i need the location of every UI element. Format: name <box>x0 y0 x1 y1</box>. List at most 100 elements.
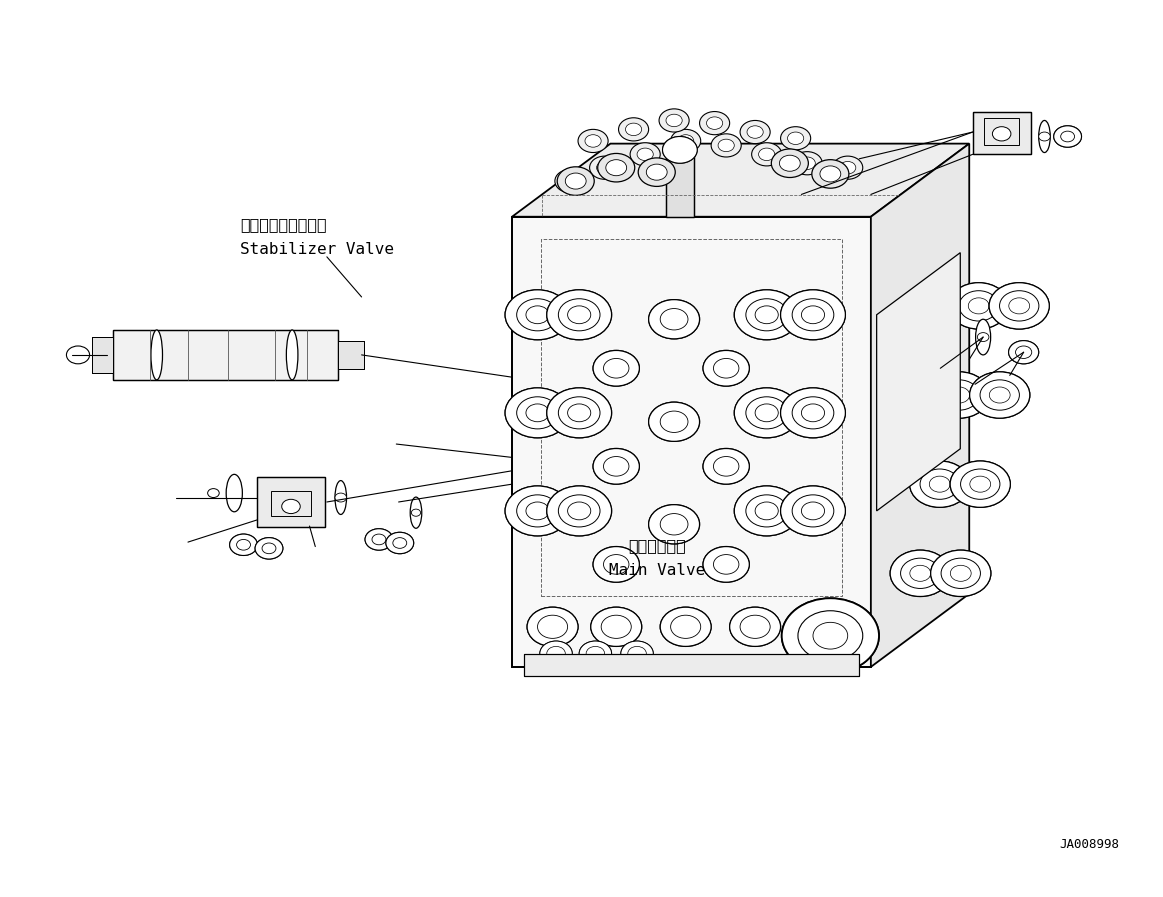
Circle shape <box>547 486 612 536</box>
Circle shape <box>568 404 591 422</box>
Circle shape <box>621 641 654 666</box>
Circle shape <box>516 396 558 429</box>
Circle shape <box>661 607 711 647</box>
Circle shape <box>1008 341 1039 364</box>
Circle shape <box>659 109 690 132</box>
Circle shape <box>1008 298 1029 314</box>
Circle shape <box>729 607 780 647</box>
Circle shape <box>1015 346 1032 359</box>
Circle shape <box>678 135 694 147</box>
Circle shape <box>929 372 990 418</box>
Circle shape <box>799 157 815 170</box>
Circle shape <box>229 534 257 555</box>
Circle shape <box>236 539 250 550</box>
Circle shape <box>930 550 991 597</box>
Circle shape <box>745 495 787 527</box>
Circle shape <box>661 411 688 432</box>
Circle shape <box>801 306 825 324</box>
Circle shape <box>604 554 629 574</box>
Circle shape <box>970 372 1029 418</box>
Circle shape <box>547 388 612 438</box>
Ellipse shape <box>286 330 298 379</box>
Circle shape <box>909 565 930 581</box>
Circle shape <box>593 546 640 582</box>
Circle shape <box>565 173 586 189</box>
Bar <box>666 150 694 217</box>
Circle shape <box>505 290 570 340</box>
Bar <box>972 111 1030 154</box>
Text: Stabilizer Valve: Stabilizer Valve <box>240 242 394 257</box>
Circle shape <box>801 502 825 520</box>
Circle shape <box>208 489 219 498</box>
Circle shape <box>734 388 799 438</box>
Circle shape <box>792 152 822 175</box>
Polygon shape <box>512 144 969 217</box>
Circle shape <box>558 396 600 429</box>
Circle shape <box>792 299 834 331</box>
Circle shape <box>713 359 739 378</box>
Circle shape <box>591 607 642 647</box>
Circle shape <box>745 396 787 429</box>
Circle shape <box>526 404 549 422</box>
Circle shape <box>890 550 950 597</box>
Circle shape <box>900 558 940 588</box>
Circle shape <box>585 135 601 147</box>
Circle shape <box>335 493 347 502</box>
Circle shape <box>262 543 276 553</box>
Circle shape <box>812 160 849 188</box>
Circle shape <box>568 306 591 324</box>
Ellipse shape <box>335 481 347 515</box>
Circle shape <box>637 148 654 161</box>
Circle shape <box>562 175 578 187</box>
Circle shape <box>547 290 612 340</box>
Circle shape <box>568 502 591 520</box>
Circle shape <box>412 509 421 517</box>
Circle shape <box>929 372 990 418</box>
Circle shape <box>950 461 1011 508</box>
Circle shape <box>527 607 578 647</box>
Circle shape <box>992 126 1011 141</box>
Circle shape <box>792 396 834 429</box>
Circle shape <box>782 598 879 673</box>
Circle shape <box>792 495 834 527</box>
Circle shape <box>890 550 950 597</box>
Circle shape <box>740 120 770 144</box>
Circle shape <box>526 502 549 520</box>
Circle shape <box>801 404 825 422</box>
Circle shape <box>505 486 570 536</box>
Circle shape <box>649 300 700 339</box>
Circle shape <box>661 607 711 647</box>
Circle shape <box>591 607 642 647</box>
Text: スタビライザバルブ: スタビライザバルブ <box>240 217 327 232</box>
Circle shape <box>780 126 811 150</box>
Circle shape <box>593 546 640 582</box>
Circle shape <box>813 623 848 649</box>
Bar <box>338 341 364 370</box>
Circle shape <box>547 388 612 438</box>
Bar <box>512 217 871 666</box>
Bar <box>92 337 113 373</box>
Circle shape <box>578 129 608 152</box>
Circle shape <box>666 114 683 126</box>
Ellipse shape <box>411 497 422 528</box>
Circle shape <box>649 300 700 339</box>
Bar <box>257 477 324 527</box>
Circle shape <box>970 372 1029 418</box>
Circle shape <box>949 387 970 403</box>
Circle shape <box>647 164 668 180</box>
Circle shape <box>1061 131 1075 142</box>
Circle shape <box>977 333 989 342</box>
Bar <box>113 330 338 379</box>
Circle shape <box>649 402 700 441</box>
Circle shape <box>840 161 856 174</box>
Circle shape <box>386 532 414 553</box>
Circle shape <box>1054 126 1082 147</box>
Circle shape <box>729 607 780 647</box>
Circle shape <box>372 534 386 544</box>
Circle shape <box>593 448 640 484</box>
Circle shape <box>909 461 970 508</box>
Circle shape <box>606 160 627 176</box>
Circle shape <box>989 283 1049 329</box>
Circle shape <box>780 290 846 340</box>
Circle shape <box>999 291 1039 321</box>
